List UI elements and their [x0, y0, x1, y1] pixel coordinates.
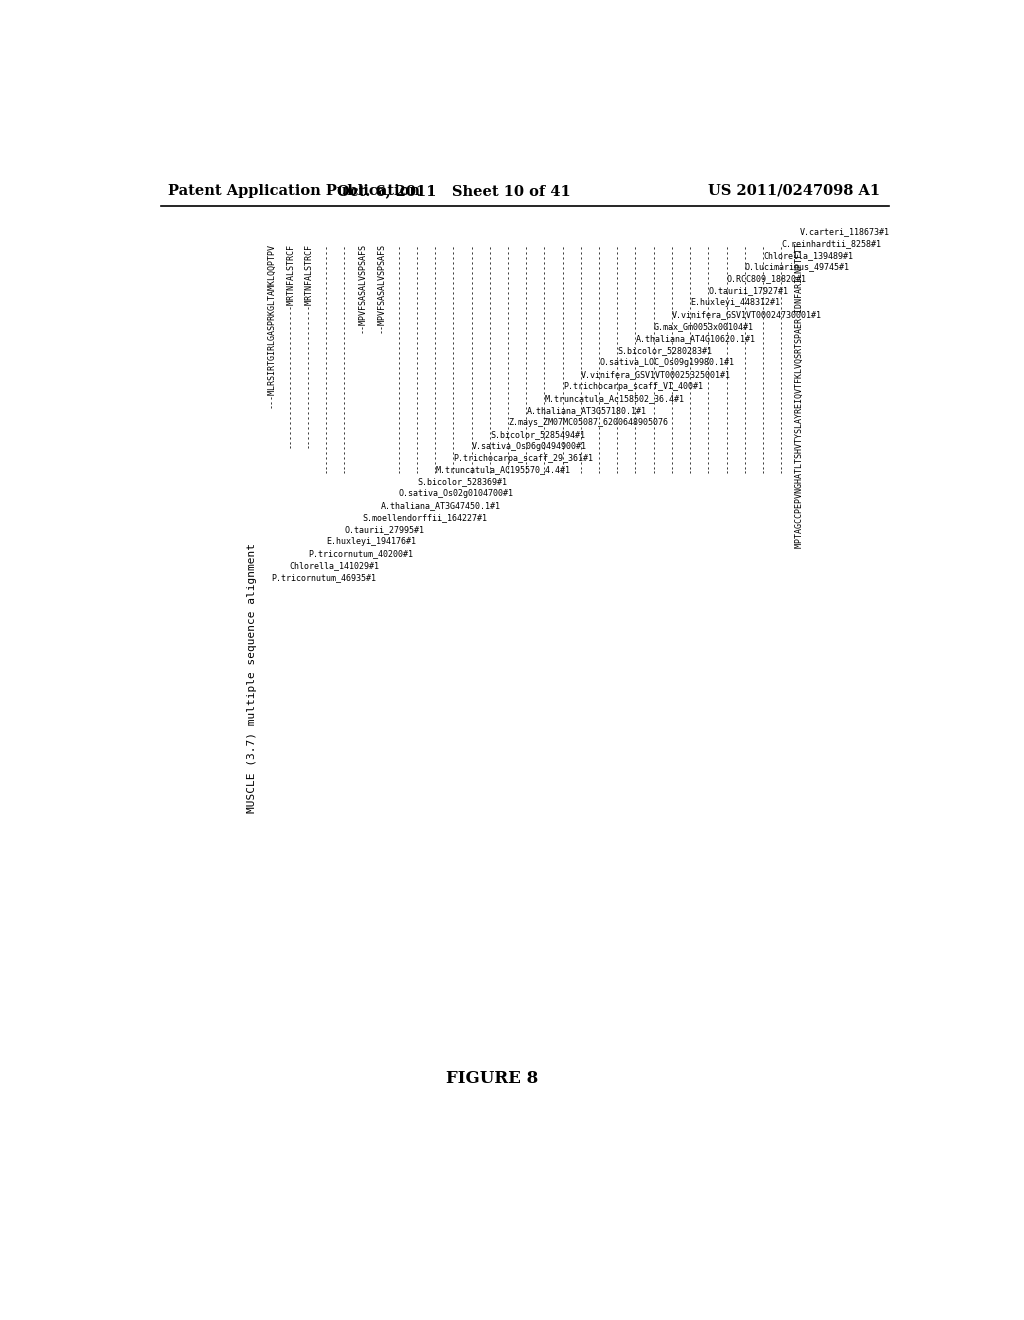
Text: MUSCLE (3.7) multiple sequence alignment: MUSCLE (3.7) multiple sequence alignment	[247, 544, 257, 813]
Text: US 2011/0247098 A1: US 2011/0247098 A1	[708, 183, 880, 198]
Text: ----------------------------------------------: ----------------------------------------…	[777, 243, 785, 473]
Text: A.thaliana_AT3G57180.1#1: A.thaliana_AT3G57180.1#1	[526, 405, 646, 414]
Text: ----------------------------------------------: ----------------------------------------…	[558, 243, 567, 473]
Text: P.tricornutum_46935#1: P.tricornutum_46935#1	[271, 573, 377, 582]
Text: -----------------------------MRTNFALSTRCF: -----------------------------MRTNFALSTRC…	[303, 243, 312, 447]
Text: V.vinifera_GSV1VT00024730001#1: V.vinifera_GSV1VT00024730001#1	[672, 310, 822, 319]
Text: ----------------------------------------------: ----------------------------------------…	[759, 243, 768, 473]
Text: ----------------------------------------------: ----------------------------------------…	[631, 243, 640, 473]
Text: M.truncatula_AC195570_4.4#1: M.truncatula_AC195570_4.4#1	[435, 466, 570, 474]
Text: Patent Application Publication: Patent Application Publication	[168, 183, 420, 198]
Text: ----------------------------------------------: ----------------------------------------…	[668, 243, 677, 473]
Text: ----------------------------------------------: ----------------------------------------…	[540, 243, 549, 473]
Text: ----------------------------------------------: ----------------------------------------…	[613, 243, 622, 473]
Text: S.moellendorffii_164227#1: S.moellendorffii_164227#1	[362, 513, 487, 523]
Text: --MPVFSASALVSPSAFS: --MPVFSASALVSPSAFS	[376, 243, 385, 333]
Text: -----------------------------MRTNFALSTRCF: -----------------------------MRTNFALSTRC…	[285, 243, 294, 447]
Text: Oct. 6, 2011   Sheet 10 of 41: Oct. 6, 2011 Sheet 10 of 41	[337, 183, 570, 198]
Text: ----------------------------------------------: ----------------------------------------…	[703, 243, 713, 473]
Text: ----------------------------------------------: ----------------------------------------…	[522, 243, 530, 473]
Text: M.truncatula_Ac158502_36.4#1: M.truncatula_Ac158502_36.4#1	[545, 393, 685, 403]
Text: O.lucimarinus_49745#1: O.lucimarinus_49745#1	[744, 263, 850, 272]
Text: ----------------------------------------------: ----------------------------------------…	[595, 243, 604, 473]
Text: FIGURE 8: FIGURE 8	[446, 1071, 539, 1088]
Text: O.sativa_Os02g0104700#1: O.sativa_Os02g0104700#1	[399, 490, 514, 499]
Text: ----------------------------------------------: ----------------------------------------…	[467, 243, 476, 473]
Text: ----------------------------------------------: ----------------------------------------…	[485, 243, 495, 473]
Text: Chlorella_139489#1: Chlorella_139489#1	[763, 251, 853, 260]
Text: ---MLRSIRTGIRLGASPRKGLTAMKLQQPTPV: ---MLRSIRTGIRLGASPRKGLTAMKLQQPTPV	[267, 243, 275, 408]
Text: E.huxleyi_194176#1: E.huxleyi_194176#1	[326, 537, 416, 546]
Text: ----------------------------------------------: ----------------------------------------…	[431, 243, 439, 473]
Text: P.trichocarpa_scaff_29_361#1: P.trichocarpa_scaff_29_361#1	[454, 454, 594, 462]
Text: S.bicolor_528369#1: S.bicolor_528369#1	[417, 478, 507, 487]
Text: ----------------------------------------------: ----------------------------------------…	[577, 243, 586, 473]
Text: ----------------------------------------------: ----------------------------------------…	[413, 243, 422, 473]
Text: O.taurii_27995#1: O.taurii_27995#1	[344, 525, 424, 535]
Text: O.taurii_17927#1: O.taurii_17927#1	[709, 286, 788, 296]
Text: ----------------------------------------------: ----------------------------------------…	[722, 243, 731, 473]
Text: Z.mays_ZM07MC05087_6200648905076: Z.mays_ZM07MC05087_6200648905076	[508, 417, 668, 426]
Text: O.RCC809_18820#1: O.RCC809_18820#1	[727, 275, 807, 284]
Text: V.carteri_118673#1: V.carteri_118673#1	[800, 227, 890, 236]
Text: S.bicolor_5285494#1: S.bicolor_5285494#1	[489, 430, 585, 438]
Text: ----------------------------------------------: ----------------------------------------…	[340, 243, 349, 473]
Text: V.vinifera_GSV1VT00025325001#1: V.vinifera_GSV1VT00025325001#1	[581, 370, 731, 379]
Text: ----------------------------------------------: ----------------------------------------…	[686, 243, 694, 473]
Text: P.tricornutum_40200#1: P.tricornutum_40200#1	[308, 549, 413, 558]
Text: G.max_Gm0053x00104#1: G.max_Gm0053x00104#1	[654, 322, 754, 331]
Text: V.sativa_Os06g0494900#1: V.sativa_Os06g0494900#1	[472, 442, 587, 450]
Text: MPTAGCCPEPVNGHATLTSHVTYSLAYREIQVTFKLVQSRTSPAER IDNFARILNPTFTT: MPTAGCCPEPVNGHATLTSHVTYSLAYREIQVTFKLVQSR…	[795, 243, 804, 548]
Text: ----------------------------------------------: ----------------------------------------…	[740, 243, 750, 473]
Text: A.thaliana_AT3G47450.1#1: A.thaliana_AT3G47450.1#1	[381, 502, 501, 511]
Text: A.thaliana_AT4G10620.1#1: A.thaliana_AT4G10620.1#1	[636, 334, 756, 343]
Text: ----------------------------------------------: ----------------------------------------…	[449, 243, 458, 473]
Text: E.huxleyi_448312#1: E.huxleyi_448312#1	[690, 298, 780, 308]
Text: ----------------------------------------------: ----------------------------------------…	[649, 243, 658, 473]
Text: ----------------------------------------------: ----------------------------------------…	[322, 243, 331, 473]
Text: ----------------------------------------------: ----------------------------------------…	[394, 243, 403, 473]
Text: ----------------------------------------------: ----------------------------------------…	[504, 243, 513, 473]
Text: S.bicolor_5280283#1: S.bicolor_5280283#1	[617, 346, 713, 355]
Text: O.sativa_LOC_Os09g19980.1#1: O.sativa_LOC_Os09g19980.1#1	[599, 358, 734, 367]
Text: Chlorella_141029#1: Chlorella_141029#1	[290, 561, 380, 570]
Text: P.trichocarpa_scaff_VI_400#1: P.trichocarpa_scaff_VI_400#1	[563, 381, 702, 391]
Text: --MPVFSASALVSPSAFS: --MPVFSASALVSPSAFS	[358, 243, 367, 333]
Text: C.reinhardtii_8258#1: C.reinhardtii_8258#1	[781, 239, 882, 248]
